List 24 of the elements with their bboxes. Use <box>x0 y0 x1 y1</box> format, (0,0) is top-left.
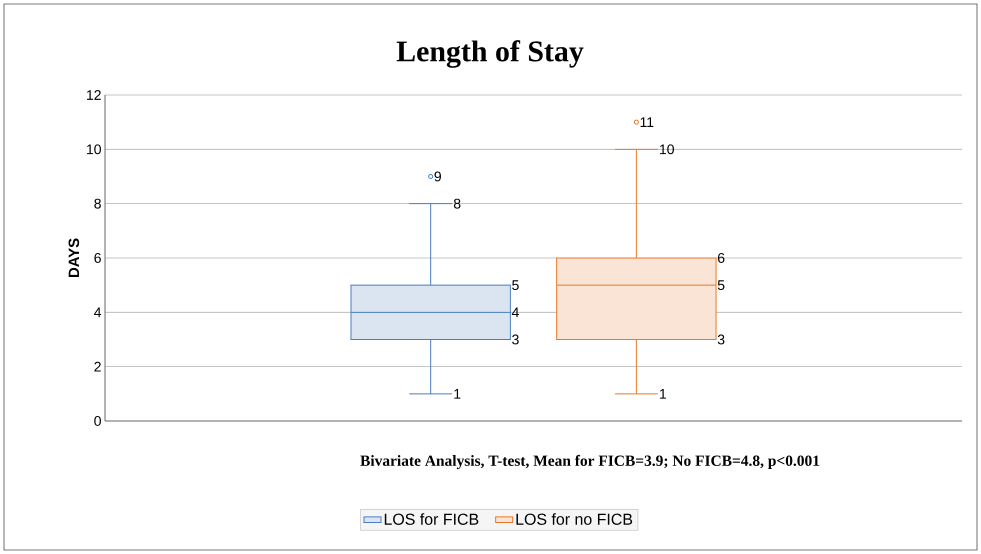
annotation: 10 <box>660 144 674 154</box>
annotation: 6 <box>718 253 724 263</box>
text: Bivariate Analysis, T-test, Mean for FICB=3.9; No FICB=4.8, p<0.001 <box>360 454 820 470</box>
y-tick-label: 4 <box>94 308 102 318</box>
y-tick-label: 0 <box>94 416 101 426</box>
annotation: 1 <box>454 389 460 399</box>
annotation: 8 <box>454 198 460 209</box>
annotation: 5 <box>512 280 519 290</box>
annotation: 11 <box>640 117 654 127</box>
chart-title: Length of Stay <box>396 40 584 68</box>
annotation: 9 <box>434 172 441 182</box>
y-tick-label: 6 <box>94 253 101 263</box>
annotation: 5 <box>718 280 724 290</box>
y-tick-label: 10 <box>87 144 101 154</box>
y-axis-title: DAYS <box>68 238 80 278</box>
annotation: 3 <box>718 334 724 344</box>
annotation: 1 <box>660 389 666 399</box>
legend-label: LOS for no FICB <box>516 513 632 525</box>
y-tick-label: 12 <box>87 90 101 100</box>
y-tick-label: 8 <box>94 198 101 209</box>
annotation: 3 <box>512 334 519 344</box>
y-tick-label: 2 <box>94 362 101 372</box>
legend-label: LOS for FICB <box>384 513 478 525</box>
annotation: 4 <box>512 308 519 318</box>
